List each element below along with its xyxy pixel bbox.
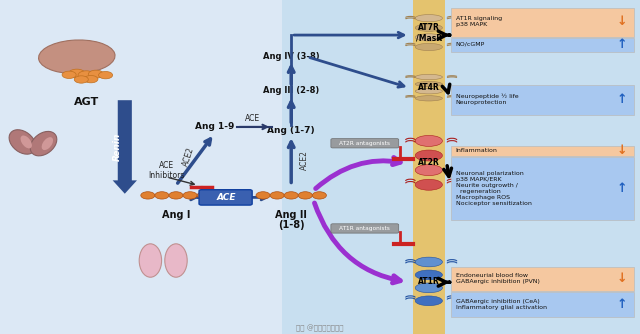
Ellipse shape <box>415 270 442 280</box>
Ellipse shape <box>415 296 442 306</box>
Circle shape <box>84 75 98 83</box>
Text: Ang 1-9: Ang 1-9 <box>195 123 234 131</box>
Circle shape <box>62 71 76 78</box>
Ellipse shape <box>9 130 36 154</box>
Circle shape <box>78 71 95 79</box>
Ellipse shape <box>415 135 442 146</box>
Text: ↑: ↑ <box>617 298 627 311</box>
Text: (1-8): (1-8) <box>278 220 305 230</box>
Circle shape <box>312 192 326 199</box>
Text: Renin: Renin <box>113 133 122 161</box>
FancyBboxPatch shape <box>451 146 634 156</box>
Ellipse shape <box>415 74 442 80</box>
Text: Ang III (2-8): Ang III (2-8) <box>263 86 319 95</box>
FancyBboxPatch shape <box>451 85 634 115</box>
Text: Inflammation: Inflammation <box>456 148 497 153</box>
Ellipse shape <box>415 257 442 267</box>
Text: AT1R: AT1R <box>418 277 440 286</box>
FancyBboxPatch shape <box>331 224 399 233</box>
Text: Ang (1-7): Ang (1-7) <box>268 126 315 135</box>
Text: AT4R: AT4R <box>418 83 440 92</box>
Ellipse shape <box>415 165 442 176</box>
Ellipse shape <box>415 34 442 41</box>
Text: Neuronal polarization
p38 MAPK/ERK
Neurite outgrowth /
  regeneration
Macrophage: Neuronal polarization p38 MAPK/ERK Neuri… <box>456 171 532 206</box>
FancyBboxPatch shape <box>413 0 445 334</box>
Circle shape <box>141 192 155 199</box>
Text: AGT: AGT <box>74 97 99 107</box>
Text: ↓: ↓ <box>617 15 627 28</box>
Ellipse shape <box>415 24 442 31</box>
FancyBboxPatch shape <box>199 190 252 205</box>
Ellipse shape <box>415 43 442 50</box>
Ellipse shape <box>415 96 442 101</box>
Circle shape <box>68 69 85 78</box>
FancyBboxPatch shape <box>331 139 399 148</box>
Text: Ang IV (3-8): Ang IV (3-8) <box>263 52 319 61</box>
Text: Endoneurial blood flow
GABAergic inhibition (PVN): Endoneurial blood flow GABAergic inhibit… <box>456 273 540 284</box>
Ellipse shape <box>415 283 442 293</box>
FancyBboxPatch shape <box>0 0 282 334</box>
Circle shape <box>284 192 298 199</box>
Ellipse shape <box>415 150 442 161</box>
Ellipse shape <box>42 137 53 150</box>
Circle shape <box>183 192 197 199</box>
Text: ACE: ACE <box>216 193 236 202</box>
Text: Ang II: Ang II <box>275 210 307 220</box>
Text: AT2R antagonists: AT2R antagonists <box>339 141 390 146</box>
Text: AT2R: AT2R <box>418 158 440 167</box>
Ellipse shape <box>165 244 188 277</box>
FancyBboxPatch shape <box>282 0 640 334</box>
FancyBboxPatch shape <box>451 157 634 220</box>
Text: ↓: ↓ <box>617 272 627 285</box>
Text: 头条 @投必得论文编译: 头条 @投必得论文编译 <box>296 325 344 332</box>
FancyBboxPatch shape <box>451 38 634 52</box>
Text: ↑: ↑ <box>617 93 627 106</box>
Circle shape <box>169 192 183 199</box>
Ellipse shape <box>415 89 442 94</box>
Ellipse shape <box>30 131 57 156</box>
Text: ACE: ACE <box>245 114 260 123</box>
Text: AT7R
/MasR: AT7R /MasR <box>416 23 442 42</box>
Circle shape <box>197 192 211 199</box>
Circle shape <box>74 76 88 83</box>
Text: NO/cGMP: NO/cGMP <box>456 42 485 47</box>
Text: Ang I: Ang I <box>162 210 190 220</box>
Circle shape <box>155 192 169 199</box>
Ellipse shape <box>415 81 442 87</box>
Ellipse shape <box>415 179 442 190</box>
Text: AT1R signaling
p38 MAPK: AT1R signaling p38 MAPK <box>456 16 502 27</box>
Ellipse shape <box>140 244 161 277</box>
Ellipse shape <box>20 136 32 148</box>
Circle shape <box>99 71 113 79</box>
Ellipse shape <box>415 15 442 22</box>
Circle shape <box>298 192 312 199</box>
Circle shape <box>256 192 270 199</box>
Text: Neuropeptide ½ life
Neuroprotection: Neuropeptide ½ life Neuroprotection <box>456 94 518 105</box>
FancyArrow shape <box>113 100 137 194</box>
Text: ↓: ↓ <box>617 144 627 157</box>
Text: AT1R antagonists: AT1R antagonists <box>339 226 390 231</box>
Ellipse shape <box>38 40 115 73</box>
Text: ↑: ↑ <box>617 38 627 51</box>
FancyBboxPatch shape <box>451 293 634 317</box>
Circle shape <box>88 70 104 78</box>
Text: ACE2: ACE2 <box>300 150 308 170</box>
Text: ACE2: ACE2 <box>182 146 196 168</box>
Text: GABAergic inhibition (CeA)
Inflammatory glial activation: GABAergic inhibition (CeA) Inflammatory … <box>456 299 547 310</box>
Circle shape <box>270 192 284 199</box>
Text: ACE
Inhibitors: ACE Inhibitors <box>148 161 184 180</box>
FancyBboxPatch shape <box>451 8 634 37</box>
FancyBboxPatch shape <box>451 267 634 291</box>
Text: ↑: ↑ <box>617 182 627 195</box>
